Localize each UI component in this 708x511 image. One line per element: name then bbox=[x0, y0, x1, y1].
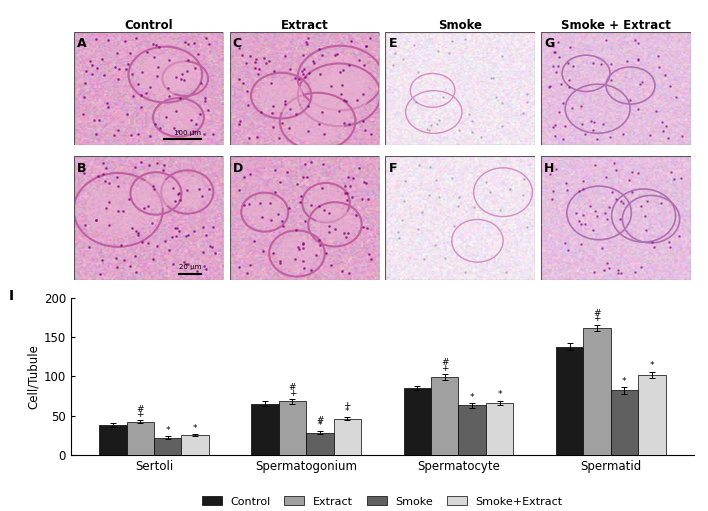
Bar bbox=[611, 390, 638, 455]
Bar bbox=[486, 403, 513, 455]
Bar bbox=[229, 32, 379, 145]
Text: Smoke + Extract: Smoke + Extract bbox=[561, 19, 671, 32]
Text: *: * bbox=[470, 393, 474, 402]
Bar bbox=[127, 422, 154, 455]
Text: Extract: Extract bbox=[280, 19, 329, 32]
Text: *: * bbox=[318, 421, 322, 430]
Text: #: # bbox=[441, 358, 448, 367]
Text: #: # bbox=[316, 415, 324, 425]
Text: *: * bbox=[622, 377, 627, 386]
Bar bbox=[229, 156, 379, 280]
Text: Smoke: Smoke bbox=[438, 19, 482, 32]
Bar bbox=[333, 419, 361, 455]
Bar bbox=[541, 156, 691, 280]
Bar bbox=[99, 425, 127, 455]
Bar bbox=[541, 32, 691, 145]
Bar bbox=[638, 375, 666, 455]
Text: *: * bbox=[497, 390, 502, 400]
Text: *: * bbox=[345, 407, 350, 416]
Text: *: * bbox=[649, 361, 654, 370]
Bar bbox=[154, 437, 181, 455]
Text: +: + bbox=[289, 389, 296, 398]
Bar bbox=[306, 433, 333, 455]
Bar bbox=[74, 32, 224, 145]
Bar bbox=[279, 402, 306, 455]
Bar bbox=[385, 156, 535, 280]
Text: +: + bbox=[593, 314, 601, 323]
Bar bbox=[556, 346, 583, 455]
Text: *: * bbox=[166, 426, 170, 435]
Y-axis label: Cell/Tubule: Cell/Tubule bbox=[26, 344, 40, 409]
Text: +: + bbox=[137, 410, 144, 419]
Text: I: I bbox=[8, 289, 13, 303]
Bar bbox=[431, 377, 459, 455]
Bar bbox=[251, 404, 279, 455]
Bar bbox=[583, 328, 611, 455]
Bar bbox=[459, 405, 486, 455]
Bar bbox=[385, 32, 535, 145]
Text: *: * bbox=[193, 424, 198, 433]
Text: #: # bbox=[289, 383, 296, 392]
Legend: Control, Extract, Smoke, Smoke+Extract: Control, Extract, Smoke, Smoke+Extract bbox=[198, 492, 567, 511]
Bar bbox=[404, 388, 431, 455]
Text: #: # bbox=[593, 309, 601, 318]
Text: Control: Control bbox=[125, 19, 173, 32]
Bar bbox=[74, 156, 224, 280]
Text: #: # bbox=[137, 405, 144, 413]
Text: +: + bbox=[441, 364, 448, 373]
Text: +: + bbox=[343, 402, 351, 410]
Bar bbox=[181, 435, 209, 455]
